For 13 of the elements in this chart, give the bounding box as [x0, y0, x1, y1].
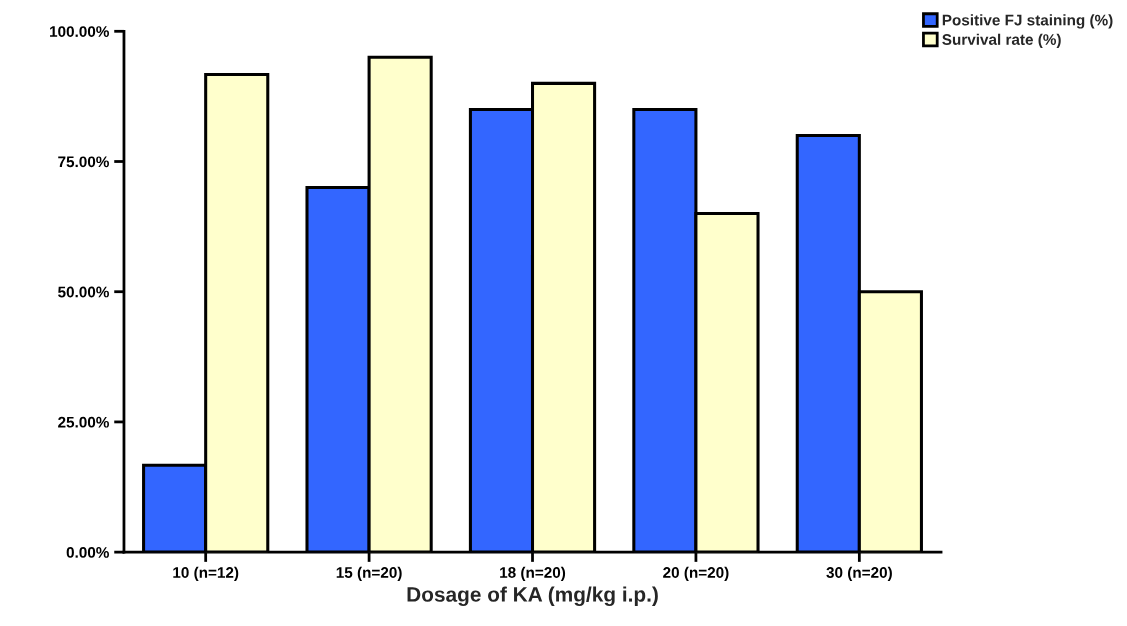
legend-label: Positive FJ staining (%)	[942, 14, 1113, 29]
y-tick-label: 25.00%	[58, 416, 109, 428]
y-tick-label: 0.00%	[66, 547, 109, 558]
x-tick-label: 15 (n=20)	[336, 566, 402, 581]
y-tick-label: 75.00%	[58, 156, 109, 168]
legend-label: Survival rate (%)	[942, 33, 1061, 48]
x-tick-label: 30 (n=20)	[826, 566, 892, 581]
x-tick-label: 10 (n=12)	[173, 566, 239, 581]
x-tick-label: 20 (n=20)	[663, 566, 729, 581]
x-tick-label: 18 (n=20)	[500, 566, 566, 581]
x-axis-title: Dosage of KA (mg/kg i.p.)	[407, 586, 658, 607]
y-tick-label: 50.00%	[58, 286, 109, 298]
y-tick-label: 100.00%	[50, 26, 109, 37]
